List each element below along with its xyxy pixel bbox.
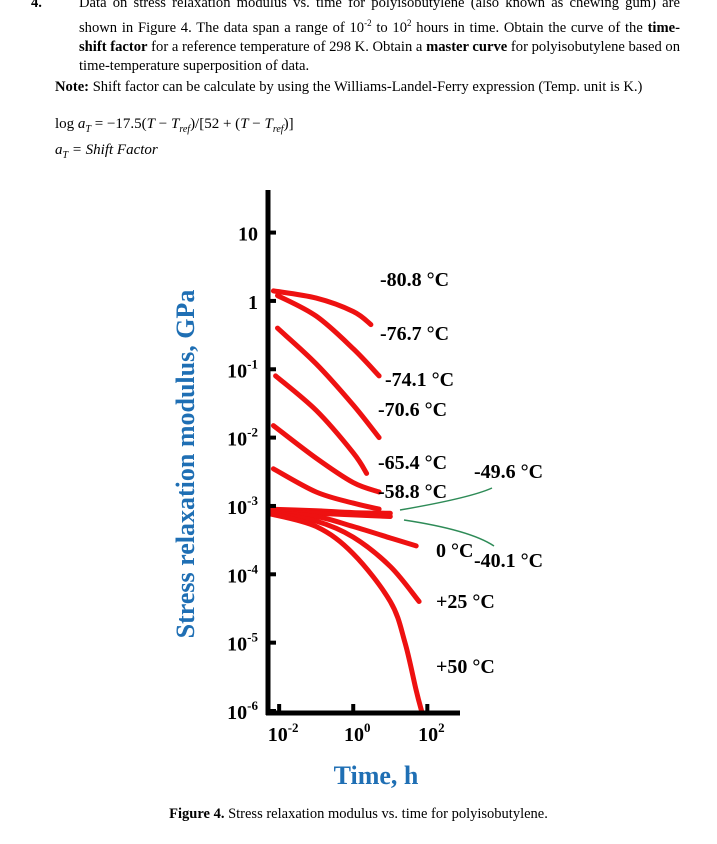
problem-text-4: for a reference temperature of 298 K. Ob… xyxy=(147,38,427,55)
formula-line-1: log aT = −17.5(T − Tref)/[52 + (T − Tref… xyxy=(55,114,294,140)
y-tick-label: 10-5 xyxy=(227,630,258,656)
formula-definition: aT = Shift Factor xyxy=(55,142,158,161)
x-tick-label: 100 xyxy=(344,720,371,746)
curve-plus25C xyxy=(265,510,422,604)
y-tick-label: 10-3 xyxy=(227,493,258,519)
y-tick-label: 1 xyxy=(248,292,258,314)
problem-number: 4. xyxy=(31,0,42,11)
curve--808C xyxy=(270,288,374,328)
x-tick-label: 102 xyxy=(418,720,445,746)
curve-0C xyxy=(265,510,419,549)
curve-label: +50 °C xyxy=(436,656,495,678)
curve-label: 0 °C xyxy=(436,540,473,562)
y-tick-label: 10-6 xyxy=(227,698,258,724)
problem-bold-time-shift: time-shift factor xyxy=(79,19,680,55)
formula-expression: aT = −17.5(T − Tref)/[52 + (T − Tref)] xyxy=(77,116,294,135)
y-tick-label: 10 xyxy=(238,224,258,246)
problem-statement: 4. Data on stress relaxation modulus vs. … xyxy=(31,0,680,98)
figure-caption: Figure 4. Stress relaxation modulus vs. … xyxy=(0,806,717,823)
problem-text-3: hours in time. Obtain the curve of the xyxy=(411,19,648,36)
curve-label: -70.6 °C xyxy=(378,399,447,421)
y-tick-label: 10-2 xyxy=(227,425,258,451)
caption-label: Figure 4. xyxy=(169,806,225,822)
problem-sup-1: -2 xyxy=(364,17,372,28)
curve-label: -65.4 °C xyxy=(378,452,447,474)
curve-label: +25 °C xyxy=(436,591,495,613)
curve-label: -49.6 °C xyxy=(474,461,543,483)
curve--767C xyxy=(275,293,382,379)
note-label: Note: xyxy=(55,78,90,95)
x-tick-labels: 10-2 100 102 xyxy=(268,720,445,746)
caption-text: Stress relaxation modulus vs. time for p… xyxy=(224,806,548,822)
problem-bold-master-curve: master curve xyxy=(426,38,508,55)
curve--706C xyxy=(273,373,370,476)
curve-labels: -80.8 °C -76.7 °C -74.1 °C -70.6 °C -65.4 °C… xyxy=(378,269,543,678)
curve-label: -40.1 °C xyxy=(474,550,543,572)
curve--741C xyxy=(275,325,382,441)
y-tick-label: 10-1 xyxy=(227,356,258,382)
curve-label: -80.8 °C xyxy=(380,269,449,291)
curve--654C xyxy=(270,423,382,495)
curve-label: -76.7 °C xyxy=(380,323,449,345)
chart-axes xyxy=(265,190,460,716)
leader-40-1 xyxy=(403,519,495,547)
problem-sup-2: 2 xyxy=(407,17,412,28)
y-axis-title: Stress relaxation modulus, GPa xyxy=(171,290,200,639)
problem-text-2: to 10 xyxy=(371,19,408,36)
y-tick-label: 10-4 xyxy=(227,561,258,587)
curve-label: -74.1 °C xyxy=(385,369,454,391)
curve-label: -58.8 °C xyxy=(378,481,447,503)
problem-body: 4. Data on stress relaxation modulus vs. … xyxy=(31,0,680,77)
chart-curves xyxy=(265,288,425,714)
note-text: Shift factor can be calculate by using t… xyxy=(89,78,643,95)
curve-plus50C xyxy=(265,510,425,714)
formula-log: log xyxy=(55,116,78,132)
chart-leader-lines xyxy=(399,487,495,547)
wlf-formula: log aT = −17.5(T − Tref)/[52 + (T − Tref… xyxy=(55,114,294,166)
problem-text-5: for polyisobutylene based on time-temper… xyxy=(79,38,680,75)
x-axis-title: Time, h xyxy=(334,761,419,790)
formula-line-2: aT = Shift Factor xyxy=(55,140,294,166)
curve--588C xyxy=(270,466,382,512)
problem-text-1: Data on stress relaxation modulus vs. ti… xyxy=(79,0,680,36)
note: Note: Shift factor can be calculate by u… xyxy=(55,78,680,98)
leader-49-6 xyxy=(399,487,493,511)
y-tick-labels: 10-6 10-5 10-4 10-3 10-2 10-1 1 10 xyxy=(227,224,258,724)
x-tick-label: 10-2 xyxy=(268,720,299,746)
stress-relaxation-chart: 10-6 10-5 10-4 10-3 10-2 10-1 1 10 10-2 100 102 -… xyxy=(171,190,543,790)
